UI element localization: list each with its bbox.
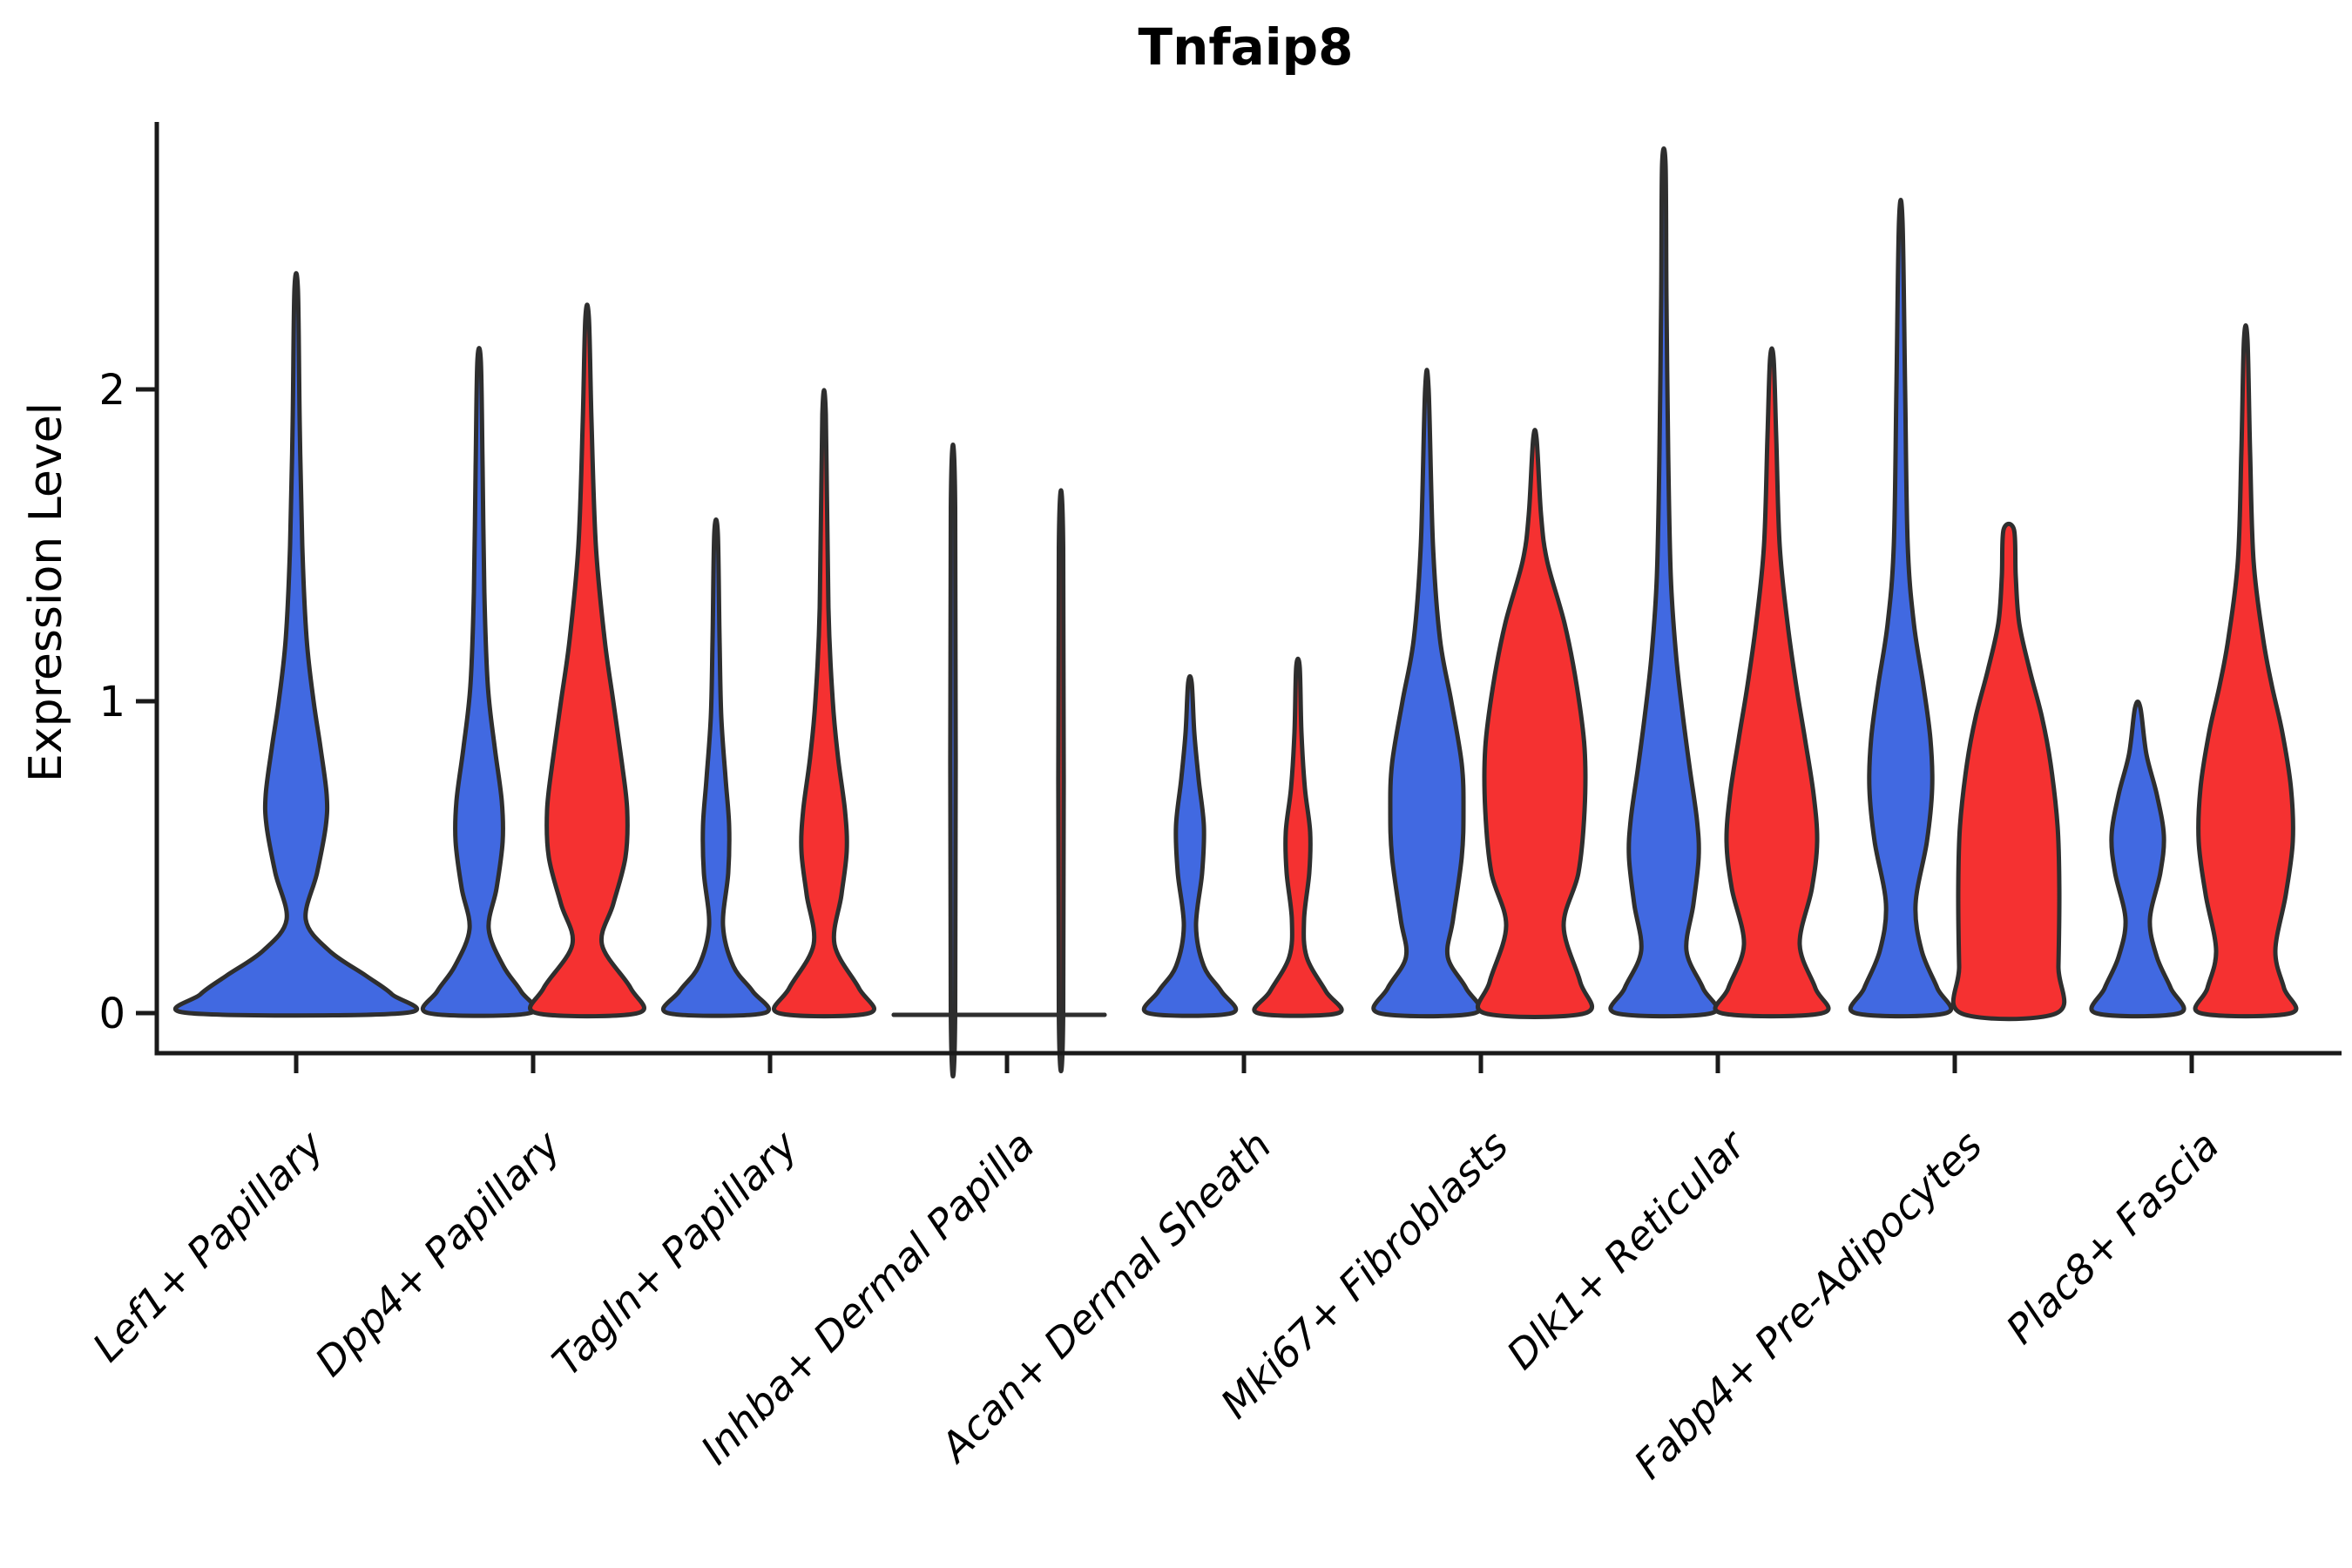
violin-plac8-fascia-blue xyxy=(2089,699,2186,1019)
y-ticks-layer: 0 1 2 xyxy=(98,366,155,1038)
violin-dlk1-reticular-blue xyxy=(1608,145,1720,1019)
violin-fabp4-pre-adipocytes-blue xyxy=(1848,198,1954,1019)
violins-layer xyxy=(172,145,2299,1078)
y-tick-label: 1 xyxy=(98,678,125,727)
x-category-label-lef1-papillary: Lef1+ Papillary xyxy=(84,1121,333,1370)
violin-acan-dermal-sheath-red xyxy=(1252,656,1344,1018)
x-category-label-dlk1-reticular: Dlk1+ Reticular xyxy=(1497,1119,1756,1378)
violin-dpp4-papillary-red xyxy=(528,302,646,1019)
violin-fabp4-pre-adipocytes-red xyxy=(1950,521,2067,1022)
y-tick-label: 0 xyxy=(98,990,125,1038)
violin-mki67-fibroblasts-red xyxy=(1476,428,1594,1019)
violin-acan-dermal-sheath-blue xyxy=(1141,673,1239,1018)
violin-mki67-fibroblasts-blue xyxy=(1371,368,1483,1019)
x-category-label-tagln-papillary: Tagln+ Papillary xyxy=(543,1121,807,1385)
y-tick-label: 2 xyxy=(98,366,125,415)
plot-title: Tnfaip8 xyxy=(1139,17,1354,77)
violin-dpp4-papillary-blue xyxy=(420,346,538,1018)
violin-inhba-dermal-papilla-blue xyxy=(948,443,958,1078)
violin-tagln-papillary-blue xyxy=(660,517,772,1018)
violin-lef1-papillary-blue xyxy=(172,271,420,1018)
violin-tagln-papillary-red xyxy=(771,388,877,1019)
violin-inhba-dermal-papilla-red xyxy=(1056,488,1066,1074)
violin-dlk1-reticular-red xyxy=(1713,346,1831,1019)
x-category-label-dpp4-papillary: Dpp4+ Papillary xyxy=(306,1121,570,1385)
x-category-label-plac8-fascia: Plac8+ Fascia xyxy=(1997,1122,2227,1353)
violin-plac8-fascia-red xyxy=(2193,323,2299,1019)
y-axis-label: Expression Level xyxy=(20,402,72,782)
